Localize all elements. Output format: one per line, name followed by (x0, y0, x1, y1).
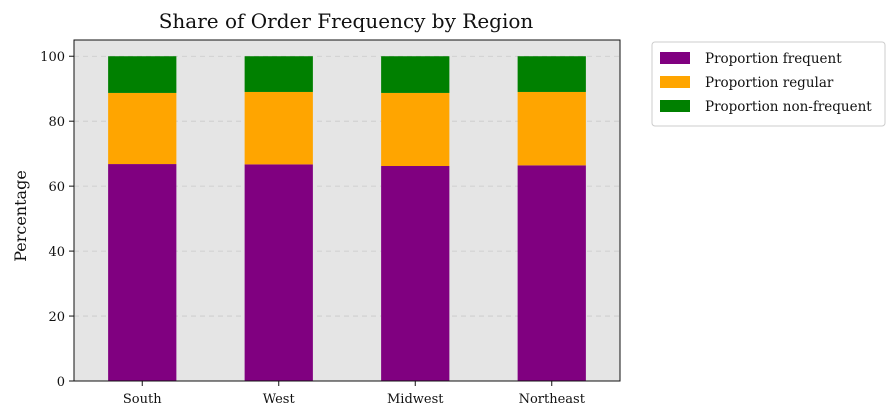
bar-segment (244, 164, 313, 381)
legend: Proportion frequent Proportion regular Pro… (651, 41, 886, 127)
legend-label: Proportion regular (705, 75, 834, 91)
bar-segment (244, 56, 313, 92)
y-tick-label: 0 (57, 375, 65, 390)
bar-segment (244, 91, 313, 165)
y-axis: 0 20 40 60 80 100 (40, 50, 74, 390)
legend-box (651, 41, 886, 127)
y-tick-label: 80 (48, 115, 65, 130)
y-tick-label: 40 (48, 245, 65, 260)
x-tick-label: South (123, 392, 162, 407)
bar-segment (517, 56, 586, 92)
bars (108, 56, 586, 381)
y-tick-label: 100 (40, 50, 65, 65)
x-axis: South West Midwest Northeast (123, 381, 586, 407)
x-tick-label: Midwest (387, 392, 444, 407)
bar-segment (381, 56, 450, 93)
bar-segment (108, 92, 177, 165)
x-tick-label: Northeast (519, 392, 586, 407)
legend-swatch (660, 100, 690, 112)
y-tick-label: 20 (48, 310, 65, 325)
y-axis-label: Percentage (11, 170, 30, 262)
bar-segment (108, 56, 177, 93)
bar-segment (108, 164, 177, 381)
chart-title: Share of Order Frequency by Region (159, 9, 534, 33)
legend-swatch (660, 52, 690, 64)
bar-segment (517, 91, 586, 166)
legend-label: Proportion frequent (705, 51, 842, 67)
bar-segment (381, 166, 450, 381)
plot-frame (73, 39, 621, 382)
legend-label: Proportion non-frequent (705, 99, 872, 115)
bar-segment (517, 165, 586, 381)
y-tick-label: 60 (48, 180, 65, 195)
x-tick-label: West (263, 392, 296, 407)
legend-swatch (660, 76, 690, 88)
bar-segment (381, 92, 450, 167)
